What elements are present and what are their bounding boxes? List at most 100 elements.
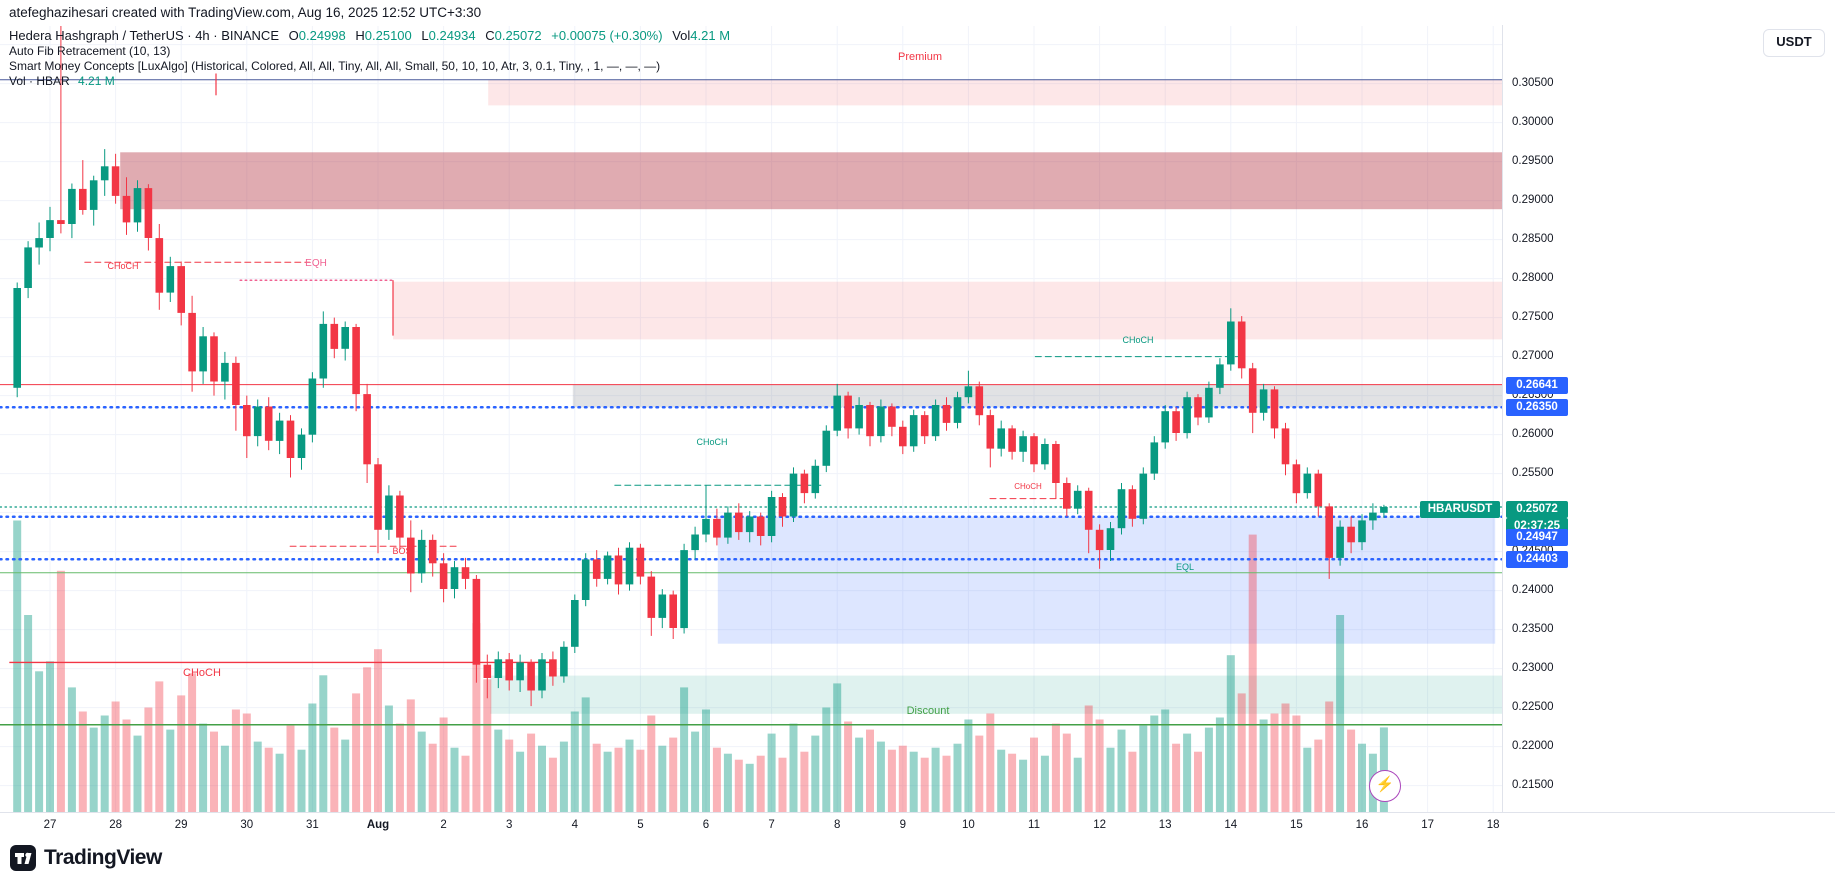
candlestick-series [13,26,1388,707]
candle [122,195,131,223]
candle [1019,436,1027,452]
candle [844,395,852,429]
candle [1041,444,1049,465]
vol-row-value: 4.21 M [78,74,115,88]
price-axis-label: 0.28500 [1512,232,1554,245]
low-label: L [421,28,429,43]
close-label: C [485,28,495,43]
candle [571,600,579,647]
price-axis-label: 0.22000 [1512,739,1554,752]
candle [986,415,995,449]
price-axis-label: 0.29000 [1512,193,1554,206]
time-axis-label: 31 [305,819,319,831]
indicator-row-volume[interactable]: Vol · HBAR 4.21 M [9,74,730,89]
candle [1095,529,1104,551]
candle [538,659,546,691]
price-axis-label: 0.29500 [1512,154,1554,167]
candle [352,327,360,395]
candle [964,386,973,398]
currency-toggle-button[interactable]: USDT [1763,29,1825,57]
candle [450,567,459,589]
candle [516,662,524,681]
candle [1358,520,1366,543]
equilibrium-zone [572,384,1502,408]
indicator-row-autofib[interactable]: Auto Fib Retracement (10, 13) [9,44,171,58]
structure-label: CHoCH [107,261,138,271]
candle [210,336,218,382]
candle [953,397,962,423]
time-axis-label: 28 [109,819,122,831]
candle [1270,389,1279,429]
candle [855,405,863,429]
time-axis[interactable]: 27 28 29 30 31 Aug 2 3 4 5 6 7 8 9 10 11 12 13 14 15 16 17 18 [0,812,1835,841]
candle [407,537,415,574]
candle [866,405,874,437]
time-axis-label: 18 [1486,819,1500,831]
candle [330,323,339,349]
candle [483,664,492,678]
candle [680,550,688,629]
candle [724,512,732,538]
price-axis-label: 0.24000 [1512,583,1554,596]
candle [1161,411,1169,443]
candle [221,362,229,382]
candle [1052,444,1060,483]
candle [472,578,481,665]
candle [1139,473,1148,519]
tradingview-logo[interactable]: TradingView [10,845,162,871]
candle [1237,321,1246,369]
candle [778,497,787,517]
candle [789,473,798,517]
candle [1150,442,1159,474]
candle [942,405,951,423]
candle [1303,473,1312,494]
change-value: +0.00075 (+0.30%) [551,28,663,43]
candle [975,386,984,416]
boost-button[interactable]: ⚡ [1369,770,1401,802]
candle [1172,411,1180,433]
candle [767,497,776,536]
price-badge: 0.24947 [1506,529,1568,546]
price-axis-label: 0.25500 [1512,466,1554,479]
price-axis[interactable]: 0.30500 0.30000 0.29500 0.29000 0.28500 0.280… [1502,0,1835,812]
candle [625,547,634,585]
candle [1380,507,1388,513]
candle [658,594,667,618]
price-axis-label: 0.23000 [1512,661,1554,674]
candle [385,495,393,530]
candle [297,434,306,458]
chart-legend: Hedera Hashgraph / TetherUS · 4h · BINAN… [9,27,730,89]
candle [1248,368,1257,413]
candle [188,312,196,372]
candle [1030,436,1038,465]
candle [1216,364,1224,388]
indicator-row-smc[interactable]: Smart Money Concepts [LuxAlgo] (Historic… [9,59,661,73]
symbol-price-badge: HBARUSDT [1420,501,1500,518]
candle [735,512,743,533]
discount-zone [490,675,1502,714]
candle [144,188,153,238]
candle [68,188,76,224]
candle [1281,428,1290,465]
candle [581,559,590,600]
candle [439,563,448,589]
symbol-legend-row[interactable]: Hedera Hashgraph / TetherUS · 4h · BINAN… [9,27,730,44]
candle [877,406,885,437]
chart-plot-area[interactable]: Premium CHoCH EQH CHoCH CHoCH CHoCH EQL BOS CHoC… [0,2,1685,812]
supply-zone-major [120,152,1502,210]
candle [133,188,142,223]
candle [603,555,612,579]
time-axis-label: Aug [366,819,390,831]
candle [909,415,918,447]
high-label: H [355,28,365,43]
candle [1292,464,1301,494]
vol-row-label: Vol · HBAR [9,74,70,88]
time-axis-label: 2 [440,819,447,831]
time-axis-label: 15 [1289,819,1303,831]
candle [1314,473,1323,507]
symbol-title: Hedera Hashgraph / TetherUS · 4h · BINAN… [9,28,279,43]
price-axis-label: 0.30000 [1512,115,1554,128]
time-axis-label: 5 [637,819,644,831]
volume-series [13,520,1388,812]
